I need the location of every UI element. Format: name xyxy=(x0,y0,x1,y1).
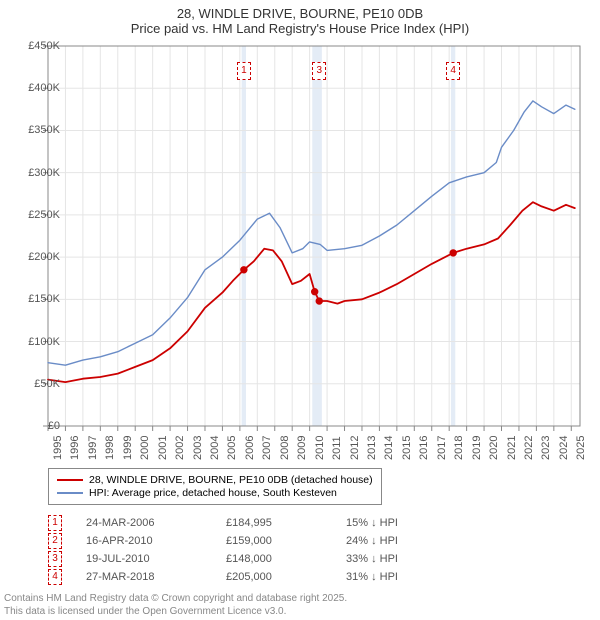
tx-date: 24-MAR-2006 xyxy=(86,517,226,529)
footer-line-2: This data is licensed under the Open Gov… xyxy=(4,606,347,619)
xtick-label: 2007 xyxy=(261,436,273,460)
sale-point-3 xyxy=(316,298,322,304)
ytick-label: £50K xyxy=(12,378,60,390)
tx-price: £184,995 xyxy=(226,517,346,529)
xtick-label: 2016 xyxy=(418,436,430,460)
legend-label: 28, WINDLE DRIVE, BOURNE, PE10 0DB (deta… xyxy=(89,474,373,486)
tx-date: 27-MAR-2018 xyxy=(86,571,226,583)
attribution-footer: Contains HM Land Registry data © Crown c… xyxy=(4,593,347,618)
legend-row: HPI: Average price, detached house, Sout… xyxy=(57,487,373,499)
ytick-label: £200K xyxy=(12,251,60,263)
xtick-label: 2002 xyxy=(174,436,186,460)
tx-marker: 1 xyxy=(48,515,62,531)
tx-diff: 15% ↓ HPI xyxy=(346,517,456,529)
xtick-label: 2025 xyxy=(575,436,587,460)
xtick-label: 1996 xyxy=(69,436,81,460)
sale-point-1 xyxy=(241,267,247,273)
xtick-label: 2021 xyxy=(506,436,518,460)
transactions-table: 1 24-MAR-2006£184,99515% ↓ HPI 2 16-APR-201… xyxy=(48,514,456,586)
xtick-label: 2012 xyxy=(349,436,361,460)
tx-marker: 2 xyxy=(48,533,62,549)
legend-row: 28, WINDLE DRIVE, BOURNE, PE10 0DB (deta… xyxy=(57,474,373,486)
xtick-label: 2010 xyxy=(314,436,326,460)
transaction-row: 2 16-APR-2010£159,00024% ↓ HPI xyxy=(48,532,456,550)
xtick-label: 1999 xyxy=(122,436,134,460)
xtick-label: 2019 xyxy=(471,436,483,460)
transaction-row: 3 19-JUL-2010£148,00033% ↓ HPI xyxy=(48,550,456,568)
chart-container: 28, WINDLE DRIVE, BOURNE, PE10 0DB Price… xyxy=(0,0,600,620)
xtick-label: 2011 xyxy=(331,436,343,460)
xtick-label: 2023 xyxy=(540,436,552,460)
footer-line-1: Contains HM Land Registry data © Crown c… xyxy=(4,593,347,606)
ytick-label: £350K xyxy=(12,124,60,136)
xtick-label: 1995 xyxy=(52,436,64,460)
xtick-label: 2014 xyxy=(383,436,395,460)
tx-price: £148,000 xyxy=(226,553,346,565)
sale-point-4 xyxy=(450,250,456,256)
xtick-label: 1997 xyxy=(87,436,99,460)
tx-marker: 4 xyxy=(48,569,62,585)
sale-marker-box-3: 3 xyxy=(312,62,326,80)
legend-label: HPI: Average price, detached house, Sout… xyxy=(89,487,337,499)
xtick-label: 2015 xyxy=(401,436,413,460)
sale-marker-box-4: 4 xyxy=(446,62,460,80)
ytick-label: £100K xyxy=(12,336,60,348)
sale-point-2 xyxy=(311,289,317,295)
tx-date: 19-JUL-2010 xyxy=(86,553,226,565)
xtick-label: 2005 xyxy=(226,436,238,460)
tx-diff: 24% ↓ HPI xyxy=(346,535,456,547)
series-hpi xyxy=(48,101,575,365)
legend-swatch xyxy=(57,479,83,482)
xtick-label: 2017 xyxy=(436,436,448,460)
legend-swatch xyxy=(57,492,83,494)
sale-marker-box-1: 1 xyxy=(237,62,251,80)
tx-diff: 33% ↓ HPI xyxy=(346,553,456,565)
xtick-label: 2001 xyxy=(157,436,169,460)
ytick-label: £300K xyxy=(12,167,60,179)
xtick-label: 2000 xyxy=(139,436,151,460)
xtick-label: 2020 xyxy=(488,436,500,460)
tx-diff: 31% ↓ HPI xyxy=(346,571,456,583)
ytick-label: £400K xyxy=(12,82,60,94)
ytick-label: £150K xyxy=(12,293,60,305)
transaction-row: 1 24-MAR-2006£184,99515% ↓ HPI xyxy=(48,514,456,532)
xtick-label: 2018 xyxy=(453,436,465,460)
ytick-label: £450K xyxy=(12,40,60,52)
xtick-label: 2009 xyxy=(296,436,308,460)
transaction-row: 4 27-MAR-2018£205,00031% ↓ HPI xyxy=(48,568,456,586)
xtick-label: 2013 xyxy=(366,436,378,460)
ytick-label: £250K xyxy=(12,209,60,221)
xtick-label: 2003 xyxy=(192,436,204,460)
sale-band xyxy=(312,46,322,426)
tx-price: £159,000 xyxy=(226,535,346,547)
ytick-label: £0 xyxy=(12,420,60,432)
xtick-label: 2004 xyxy=(209,436,221,460)
tx-date: 16-APR-2010 xyxy=(86,535,226,547)
legend: 28, WINDLE DRIVE, BOURNE, PE10 0DB (deta… xyxy=(48,468,382,505)
tx-marker: 3 xyxy=(48,551,62,567)
chart-svg xyxy=(0,0,600,470)
tx-price: £205,000 xyxy=(226,571,346,583)
xtick-label: 2024 xyxy=(558,436,570,460)
xtick-label: 2006 xyxy=(244,436,256,460)
xtick-label: 2008 xyxy=(279,436,291,460)
xtick-label: 1998 xyxy=(104,436,116,460)
xtick-label: 2022 xyxy=(523,436,535,460)
sale-band xyxy=(451,46,455,426)
